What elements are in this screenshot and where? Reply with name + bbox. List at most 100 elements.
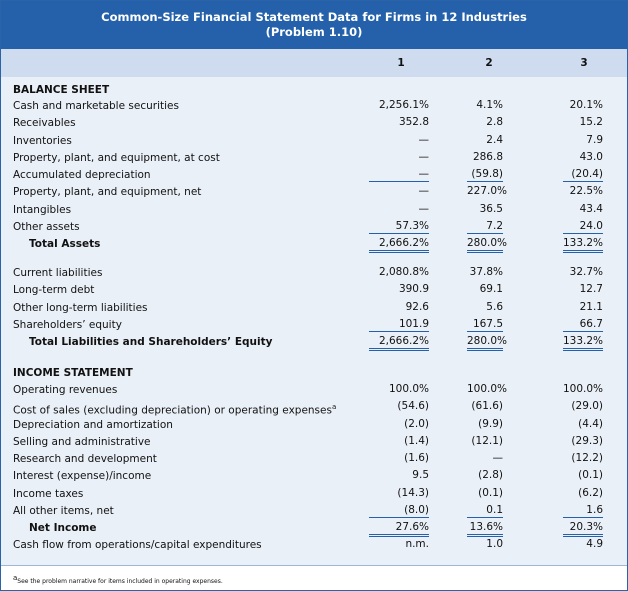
column-header: 1 2 3 [1,49,627,77]
row-label: Long-term debt [13,284,95,297]
cell-value: (20.4) [563,168,603,182]
row-label: Intangibles [13,203,72,216]
cell-value: — [418,150,430,163]
column-label: 2 [485,57,493,69]
row-label: Income taxes [13,487,84,500]
cell-value: 4.9 [586,538,603,551]
row-label: Selling and administrative [13,435,151,448]
cell-value: — [418,133,430,146]
cell-value: 7.9 [586,133,603,146]
cell-value: — [418,202,430,215]
cell-value: 20.1% [569,99,603,111]
footnote: aSee the problem narrative for items inc… [1,565,627,590]
row-label: Property, plant, and equipment, at cost [13,151,220,164]
cell-value: 36.5 [479,202,503,215]
cell-value: (29.0) [571,400,603,413]
cell-value: 1.0 [486,538,503,551]
cell-value: (12.1) [471,434,503,447]
row-label: Total Liabilities and Shareholders’ Equi… [29,336,273,348]
cell-value: 133.2% [563,237,603,253]
cell-value: (2.8) [478,469,503,482]
column-label: 1 [397,57,405,69]
cell-value: n.m. [405,538,429,551]
cell-value: 37.8% [469,266,503,278]
cell-value: 43.4 [579,202,603,215]
row-label: Other long-term liabilities [13,301,148,314]
row-label: Receivables [13,117,76,130]
cell-value: 167.5 [467,318,503,332]
cell-value: (14.3) [397,486,429,499]
cell-value: 27.6% [369,521,429,537]
cell-value: (2.0) [404,417,429,430]
row-label: Depreciation and amortization [13,418,173,431]
cell-value: 21.1 [579,300,603,313]
cell-value: 133.2% [563,335,603,351]
cell-value: (4.4) [578,417,603,430]
cell-value: 390.9 [398,283,429,296]
cell-value: 9.5 [412,469,429,482]
cell-value: 15.2 [579,116,603,129]
cell-value: — [492,452,504,464]
section-title: BALANCE SHEET [13,84,110,96]
section-title: INCOME STATEMENT [13,367,133,379]
cell-value: 100.0% [563,383,604,395]
cell-value: (12.2) [571,452,603,464]
cell-value: 0.1 [467,504,503,518]
row-label: Total Assets [29,238,101,250]
cell-value: 69.1 [479,283,503,296]
row-label: Accumulated depreciation [13,169,151,181]
cell-value: 43.0 [579,150,603,163]
column-label: 3 [580,57,588,69]
cell-value: 4.1% [476,99,503,111]
row-label: Interest (expense)/income [13,470,152,483]
row-label: Cash and marketable securities [13,100,179,112]
cell-value: 66.7 [563,318,603,332]
cell-value: 227.0% [467,185,508,198]
cell-value: 92.6 [405,300,429,313]
row-label: Net Income [29,522,97,534]
cell-value: (61.6) [471,400,503,413]
row-label: Property, plant, and equipment, net [13,186,202,199]
cell-value: 100.0% [467,383,508,395]
note-marker: a [331,403,337,412]
row-label: Cost of sales (excluding depreciation) o… [13,403,337,417]
cell-value: 100.0% [388,383,429,395]
row-label: Other assets [13,220,80,233]
cell-value: 2,080.8% [378,266,429,278]
title: Common-Size Financial Statement Data for… [101,10,527,24]
cell-value: (59.8) [467,168,503,182]
cell-value: 352.8 [398,116,429,129]
cell-value: 2,666.2% [369,335,429,351]
cell-value: (1.6) [404,452,429,464]
cell-value: 2,256.1% [378,99,429,111]
cell-value: 57.3% [369,220,429,234]
cell-value: (54.6) [397,400,429,413]
row-label: Operating revenues [13,384,118,396]
cell-value: 280.0% [467,335,507,351]
cell-value: 12.7 [579,283,603,296]
row-label: Shareholders’ equity [13,318,122,331]
cell-value: 101.9 [369,318,429,332]
cell-value: (29.3) [571,434,603,447]
cell-value: (0.1) [478,486,503,499]
footnote-marker: a [13,574,18,582]
footnote-text: See the problem narrative for items incl… [17,578,223,585]
cell-value: 5.6 [486,300,503,313]
cell-value: 2.4 [486,133,503,146]
cell-value: 2,666.2% [369,237,429,253]
cell-value: 32.7% [569,266,603,278]
cell-value: 2.8 [486,116,503,129]
header: Common-Size Financial Statement Data for… [1,1,627,49]
cell-value: 22.5% [569,185,603,198]
row-label: Current liabilities [13,267,103,279]
cell-value: (9.9) [478,417,503,430]
cell-value: 13.6% [467,521,503,537]
row-label: All other items, net [13,504,114,517]
subtitle: (Problem 1.10) [265,25,363,39]
cell-value: 7.2 [467,220,503,234]
cell-value: 20.3% [563,521,603,537]
row-label: Inventories [13,134,72,147]
row-label: Cash flow from operations/capital expend… [13,539,262,552]
cell-value: 280.0% [467,237,507,253]
